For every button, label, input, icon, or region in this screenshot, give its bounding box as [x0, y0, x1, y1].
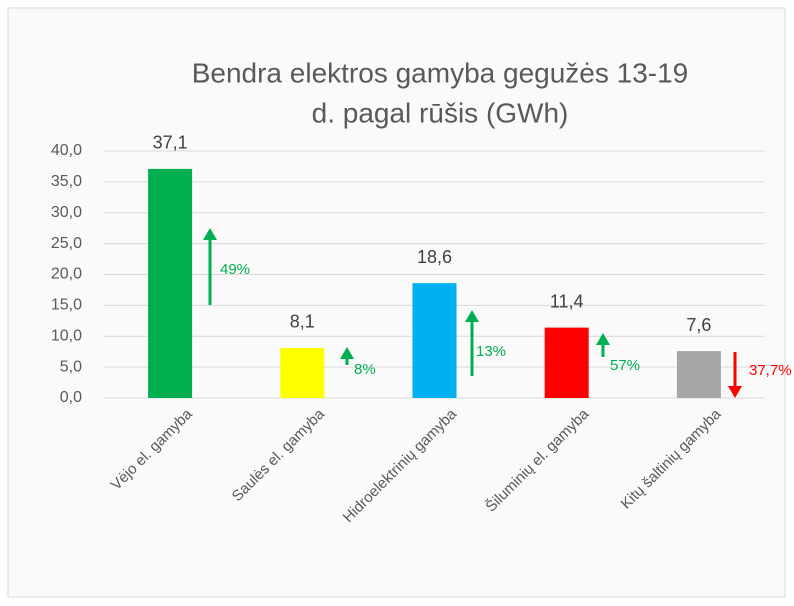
data-label: 18,6: [417, 247, 452, 267]
annotation-arrowhead: [728, 386, 742, 398]
bar: [412, 283, 457, 398]
bar: [280, 347, 325, 398]
annotation-label: 13%: [476, 343, 506, 360]
annotation-arrowhead: [203, 228, 217, 240]
annotation-label: 8%: [354, 361, 376, 378]
data-label: 11,4: [550, 291, 584, 311]
chart-title: d. pagal rūšis (GWh): [312, 97, 569, 128]
data-label: 7,6: [686, 315, 711, 335]
bar: [544, 327, 589, 398]
y-tick-label: 0,0: [60, 389, 82, 406]
chart-title: Bendra elektros gamyba gegužės 13-19: [192, 57, 689, 88]
chart-frame: [7, 7, 786, 598]
annotation-arrowhead: [465, 310, 479, 322]
y-tick-label: 5,0: [60, 358, 82, 375]
y-tick-label: 35,0: [51, 173, 82, 190]
data-label: 37,1: [153, 133, 188, 153]
y-tick-label: 30,0: [51, 204, 82, 221]
y-tick-label: 25,0: [51, 235, 82, 252]
annotation-label: 57%: [610, 357, 640, 374]
annotation-label: 49%: [220, 261, 250, 278]
bar: [676, 351, 721, 398]
y-tick-label: 15,0: [51, 297, 82, 314]
annotation-arrowhead: [340, 347, 354, 359]
y-tick-label: 20,0: [51, 266, 82, 283]
y-tick-label: 40,0: [51, 142, 82, 159]
annotation-arrowhead: [596, 333, 610, 345]
annotation-label: 37,7%: [749, 362, 792, 379]
bar: [148, 168, 193, 398]
y-tick-label: 10,0: [51, 327, 82, 344]
data-label: 8,1: [290, 312, 315, 332]
